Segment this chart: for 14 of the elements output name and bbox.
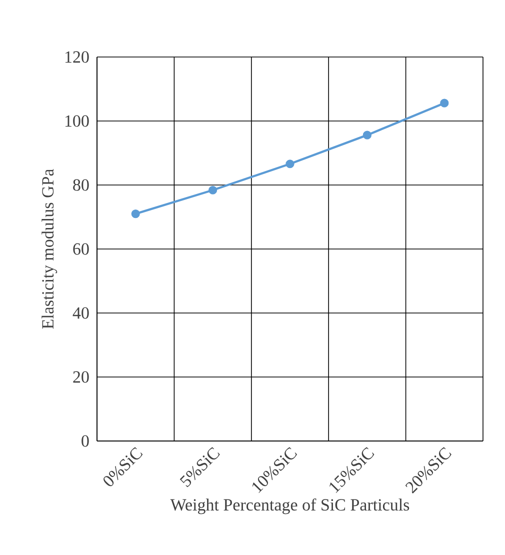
point (362, 130, 372, 140)
point (131, 210, 140, 218)
y-tick-label: 40 (72, 307, 89, 319)
y-tick-label: 80 (73, 179, 89, 191)
point (208, 186, 218, 194)
point (440, 98, 449, 108)
y-tick-label: 20 (73, 371, 89, 383)
point (286, 160, 294, 168)
y-tick-label: 60 (73, 243, 89, 255)
y-axis-title: Elasticity modulus GPa (42, 168, 58, 329)
y-tick-label: 0 (82, 435, 89, 447)
y-tick-label: 100 (65, 115, 89, 127)
y-tick-label: 120 (65, 51, 89, 63)
x-axis-title: Weight Percentage of SiC Particuls (170, 498, 410, 514)
